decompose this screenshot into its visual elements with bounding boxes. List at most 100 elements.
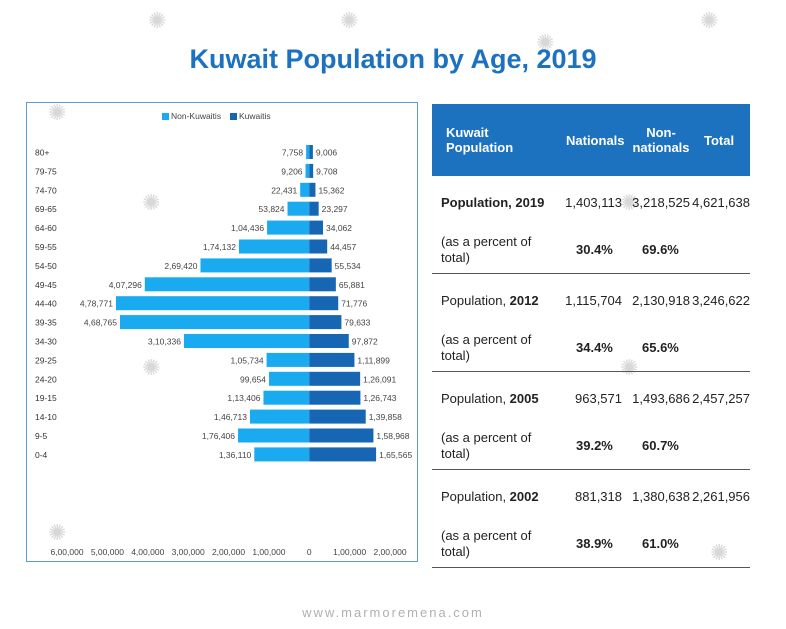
bar-kuwaitis	[309, 352, 355, 367]
data-label-non-kuwaitis: 1,74,132	[203, 242, 236, 252]
x-tick-label: 4,00,000	[131, 547, 164, 557]
nationals-value: 963,571	[575, 391, 622, 406]
header-total: Total	[704, 133, 735, 148]
data-label-non-kuwaitis: 1,04,436	[231, 223, 264, 233]
data-label-non-kuwaitis: 7,758	[282, 148, 304, 158]
year-prefix: Population,	[441, 391, 510, 406]
x-tick-label: 1,00,000	[252, 547, 285, 557]
bar-non-kuwaitis	[183, 334, 310, 348]
bar-non-kuwaitis	[200, 258, 310, 273]
x-tick-label: 1,00,000	[333, 547, 366, 557]
year-label: Population, 2012	[441, 293, 539, 309]
sun-logo-icon: ✺	[48, 100, 67, 125]
age-group-label: 54-50	[35, 261, 57, 271]
data-label-kuwaitis: 1,39,858	[369, 412, 402, 422]
bar-kuwaitis	[309, 277, 336, 292]
bar-kuwaitis	[309, 334, 349, 348]
percent-label: (as a percent of total)	[441, 332, 532, 363]
sun-logo-icon: ✺	[142, 355, 161, 380]
age-group-label: 59-55	[35, 242, 57, 252]
data-label-non-kuwaitis: 3,10,336	[148, 337, 181, 347]
data-label-non-kuwaitis: 2,69,420	[164, 261, 197, 271]
header-non-nationals: Non-nationals	[632, 125, 690, 155]
sun-logo-icon: ✺	[700, 8, 719, 33]
header-nationals: Nationals	[566, 133, 625, 148]
x-tick-label: 5,00,000	[91, 547, 124, 557]
non-nationals-value: 1,380,638	[632, 489, 690, 504]
data-label-kuwaitis: 55,534	[335, 261, 361, 271]
legend-label-non-kuwaitis: Non-Kuwaitis	[171, 111, 221, 121]
data-label-kuwaitis: 1,58,968	[376, 431, 409, 441]
bar-non-kuwaitis	[250, 409, 310, 424]
bar-kuwaitis	[309, 409, 366, 424]
legend-label-kuwaitis: Kuwaitis	[239, 111, 271, 121]
data-label-kuwaitis: 9,708	[316, 166, 338, 176]
year-prefix: Population,	[441, 195, 516, 210]
legend-swatch-kuwaitis	[230, 113, 237, 120]
data-label-kuwaitis: 1,26,743	[363, 393, 396, 403]
bar-kuwaitis	[309, 258, 332, 273]
bar-kuwaitis	[309, 182, 316, 197]
year-value: 2019	[515, 195, 545, 210]
total-value: 2,457,257	[692, 391, 750, 406]
header-kuwait-population: Kuwait Population	[446, 125, 514, 155]
population-table: Kuwait Population Nationals Non-national…	[432, 104, 750, 568]
bar-kuwaitis	[309, 145, 313, 159]
x-tick-label: 0	[307, 547, 312, 557]
data-label-non-kuwaitis: 1,05,734	[230, 355, 263, 365]
sun-logo-icon: ✺	[536, 30, 555, 55]
sun-logo-icon: ✺	[148, 8, 167, 33]
age-group-label: 0-4	[35, 450, 48, 460]
data-label-non-kuwaitis: 1,76,406	[202, 431, 235, 441]
year-prefix: Population,	[441, 489, 510, 504]
footer-url: www.marmoremena.com	[302, 605, 484, 620]
table-row-group: Population, 2019 1,403,113 3,218,525 4,621,…	[432, 176, 750, 274]
nationals-value: 881,318	[575, 489, 622, 504]
bar-kuwaitis	[309, 201, 319, 216]
nationals-percent: 30.4%	[576, 242, 613, 257]
bar-kuwaitis	[309, 371, 361, 386]
data-label-non-kuwaitis: 4,78,771	[80, 299, 113, 309]
sun-logo-icon: ✺	[142, 190, 161, 215]
table-row-group: Population, 2005 963,571 1,493,686 2,457,25…	[432, 372, 750, 470]
bar-kuwaitis	[309, 163, 314, 178]
data-label-kuwaitis: 79,633	[344, 318, 370, 328]
bar-kuwaitis	[309, 220, 324, 235]
age-group-label: 29-25	[35, 355, 57, 365]
data-label-kuwaitis: 71,776	[341, 299, 367, 309]
sun-logo-icon: ✺	[710, 540, 729, 565]
age-group-label: 49-45	[35, 280, 57, 290]
bar-kuwaitis	[309, 315, 342, 330]
sun-logo-icon: ✺	[620, 355, 639, 380]
non-nationals-value: 1,493,686	[632, 391, 690, 406]
data-label-non-kuwaitis: 1,46,713	[214, 412, 247, 422]
data-label-kuwaitis: 1,65,565	[379, 450, 412, 460]
bar-non-kuwaitis	[263, 390, 310, 405]
age-group-label: 14-10	[35, 412, 57, 422]
total-value: 3,246,622	[692, 293, 750, 308]
non-nationals-percent: 65.6%	[642, 340, 679, 355]
bar-non-kuwaitis	[238, 239, 310, 254]
bar-kuwaitis	[309, 390, 361, 405]
percent-label: (as a percent of total)	[441, 234, 532, 265]
year-label: Population, 2019	[441, 195, 544, 211]
age-group-label: 80+	[35, 148, 49, 158]
data-label-non-kuwaitis: 99,654	[240, 374, 266, 384]
data-label-non-kuwaitis: 53,824	[259, 204, 285, 214]
data-label-non-kuwaitis: 1,36,110	[219, 450, 252, 460]
table-row-group: Population, 2002 881,318 1,380,638 2,261,95…	[432, 470, 750, 568]
table-body: Population, 2019 1,403,113 3,218,525 4,621,…	[432, 176, 750, 568]
pyramid-svg: Non-Kuwaitis Kuwaitis 80+ 7,758 9,006 79-75 9,…	[35, 111, 412, 557]
data-label-non-kuwaitis: 9,206	[281, 166, 303, 176]
data-label-kuwaitis: 9,006	[316, 148, 338, 158]
data-label-kuwaitis: 97,872	[352, 337, 378, 347]
bar-non-kuwaitis	[266, 352, 310, 367]
data-label-kuwaitis: 15,362	[318, 185, 344, 195]
year-value: 2002	[509, 489, 539, 504]
data-label-kuwaitis: 34,062	[326, 223, 352, 233]
age-group-label: 19-15	[35, 393, 57, 403]
non-nationals-percent: 69.6%	[642, 242, 679, 257]
age-group-label: 74-70	[35, 185, 57, 195]
age-group-label: 34-30	[35, 337, 57, 347]
bar-non-kuwaitis	[269, 371, 310, 386]
